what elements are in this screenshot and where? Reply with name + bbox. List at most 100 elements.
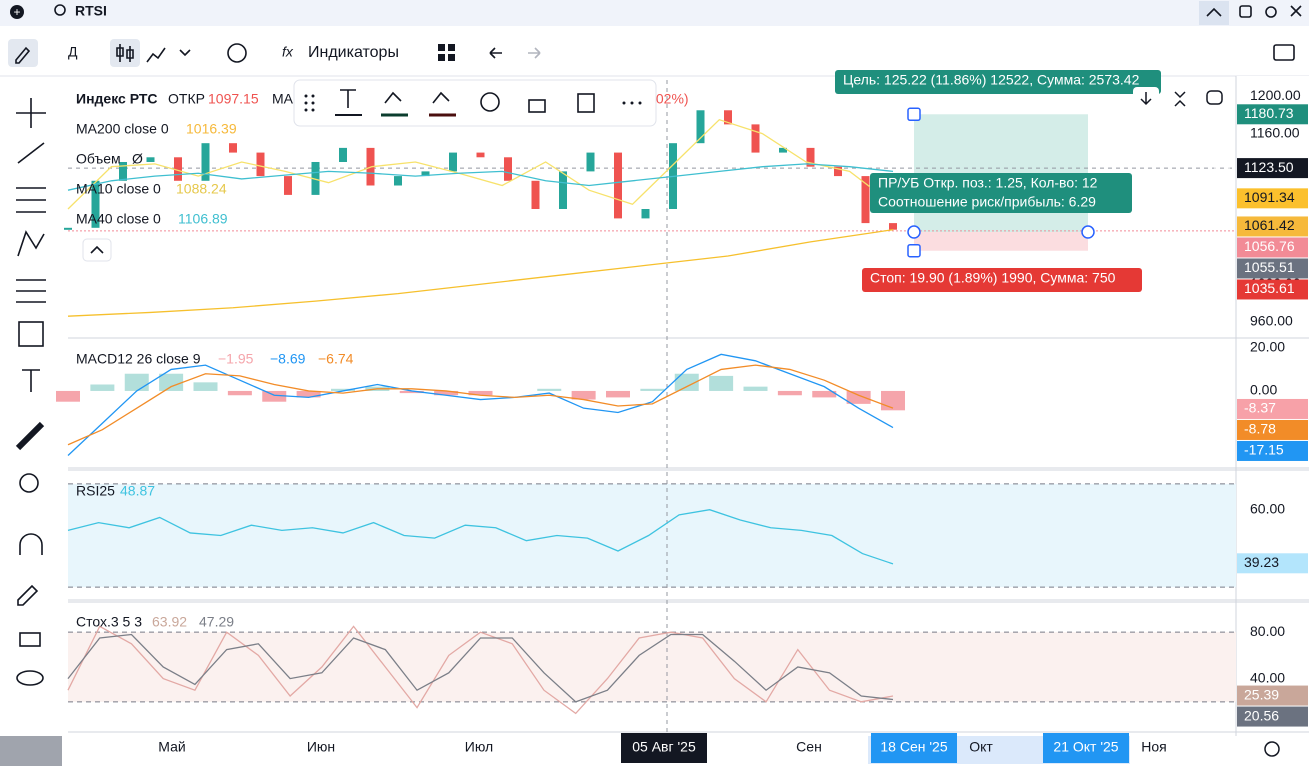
fx-icon: fx (282, 44, 294, 60)
macd-hist (743, 386, 768, 391)
lock-draw-tool[interactable] (17, 584, 39, 606)
candle (889, 223, 897, 230)
handle[interactable] (907, 107, 921, 122)
draw-toggle[interactable] (8, 39, 38, 67)
candle (504, 157, 512, 181)
legend-text: 1097.15 (208, 91, 259, 107)
axis-settings[interactable] (1264, 741, 1280, 757)
prediction-tool[interactable] (16, 279, 46, 303)
price-label (1237, 158, 1308, 179)
position-label: ПР/УБ Откр. поз.: 1.25, Кол-во: 12 (878, 175, 1098, 191)
x-tick-label: Июл (465, 739, 493, 755)
legend-text: MACD12 26 close 9 (76, 351, 201, 367)
collapse-legend[interactable] (82, 238, 112, 262)
unlock[interactable] (528, 99, 546, 113)
y-tick-label: 1200.00 (1250, 87, 1301, 103)
position-label-bg (862, 268, 1142, 292)
crosshair-tool[interactable] (16, 98, 46, 128)
symbol[interactable]: RTSI (75, 3, 107, 19)
legend-text: 47.29 (199, 614, 234, 630)
legend-text: −1.95 (218, 351, 254, 367)
zoom-tool[interactable] (19, 473, 39, 493)
macd-hist (674, 373, 699, 391)
dropdown[interactable] (179, 49, 191, 57)
macd-hist (227, 390, 252, 396)
macd-hist (846, 390, 871, 404)
settings-button[interactable] (1265, 6, 1277, 18)
x-tick-label: Июн (307, 739, 335, 755)
line-icon[interactable] (432, 91, 450, 104)
trendline-tool[interactable] (17, 142, 45, 164)
layout-icon[interactable] (438, 44, 445, 51)
x-tick-label: Сен (796, 739, 822, 755)
x-tick-label: Май (158, 739, 185, 755)
collapse-button[interactable] (1199, 1, 1229, 25)
y-tick-label: 60.00 (1250, 500, 1285, 516)
delete[interactable] (577, 93, 595, 113)
interval[interactable]: Д (68, 44, 78, 60)
price-label (1237, 188, 1308, 209)
macd-hist (399, 390, 424, 394)
macd-hist (881, 390, 905, 411)
visibility-tool[interactable] (16, 670, 44, 686)
stop-zone (914, 232, 1088, 251)
candle (476, 152, 485, 158)
undo[interactable] (489, 47, 502, 59)
candle (614, 152, 622, 219)
text-style[interactable] (340, 89, 356, 108)
candle (421, 171, 430, 177)
x-tick-label: Окт (969, 739, 993, 755)
add-tab[interactable] (10, 5, 24, 19)
candle (64, 227, 72, 230)
y-tick-label: 20.00 (1250, 339, 1285, 355)
ma40-line (67, 163, 894, 191)
chart-type[interactable] (110, 39, 140, 67)
fill-icon[interactable] (384, 91, 402, 104)
maximize-icon[interactable] (1206, 90, 1223, 105)
candle (834, 166, 842, 177)
magnet-tool[interactable] (19, 533, 43, 555)
settings[interactable] (480, 92, 500, 112)
fib-tool[interactable] (16, 187, 46, 213)
price-label-text: 20.56 (1244, 707, 1279, 723)
legend-text: 1016.39 (186, 121, 237, 137)
handle[interactable] (907, 243, 921, 258)
price-label-text: -17.15 (1244, 442, 1284, 458)
signal-line (67, 364, 894, 446)
stoch-d (67, 633, 894, 703)
text-tool[interactable] (22, 369, 40, 392)
x-tick-label: 05 Авг '25 (632, 739, 696, 755)
redo[interactable] (528, 47, 541, 59)
legend-text: .02%) (652, 91, 689, 107)
close-button[interactable] (1290, 5, 1302, 17)
add-indicator[interactable] (227, 43, 247, 63)
macd-hist (159, 373, 184, 391)
indicators-button[interactable]: Индикаторы (308, 44, 399, 61)
drawing-toolbar (293, 79, 657, 127)
candle (339, 147, 347, 162)
candle (91, 180, 100, 228)
drag-handle[interactable] (304, 94, 315, 112)
price-label (1237, 279, 1308, 300)
handle[interactable] (1081, 225, 1095, 239)
price-label (1237, 398, 1308, 419)
pattern-tool[interactable] (17, 230, 45, 257)
handle[interactable] (907, 225, 921, 239)
macd-hist (571, 390, 596, 400)
macd-hist (193, 382, 218, 391)
lock-tool[interactable] (19, 632, 41, 647)
trash-tool[interactable] (0, 736, 62, 766)
shape-tool[interactable] (18, 321, 44, 347)
line-icon[interactable] (146, 47, 166, 63)
price-label-text: 39.23 (1244, 554, 1279, 570)
candle (724, 110, 732, 125)
snapshot[interactable] (1273, 44, 1295, 61)
legend-text: MA200 close 0 (76, 121, 169, 137)
collapse-icon[interactable] (1174, 91, 1186, 107)
price-label (1237, 419, 1308, 440)
ruler-tool[interactable] (15, 421, 45, 451)
stoch-band (68, 632, 1236, 702)
price-label-text: 25.39 (1244, 686, 1279, 702)
window-button[interactable] (1239, 5, 1252, 18)
macd-hist (777, 390, 802, 396)
